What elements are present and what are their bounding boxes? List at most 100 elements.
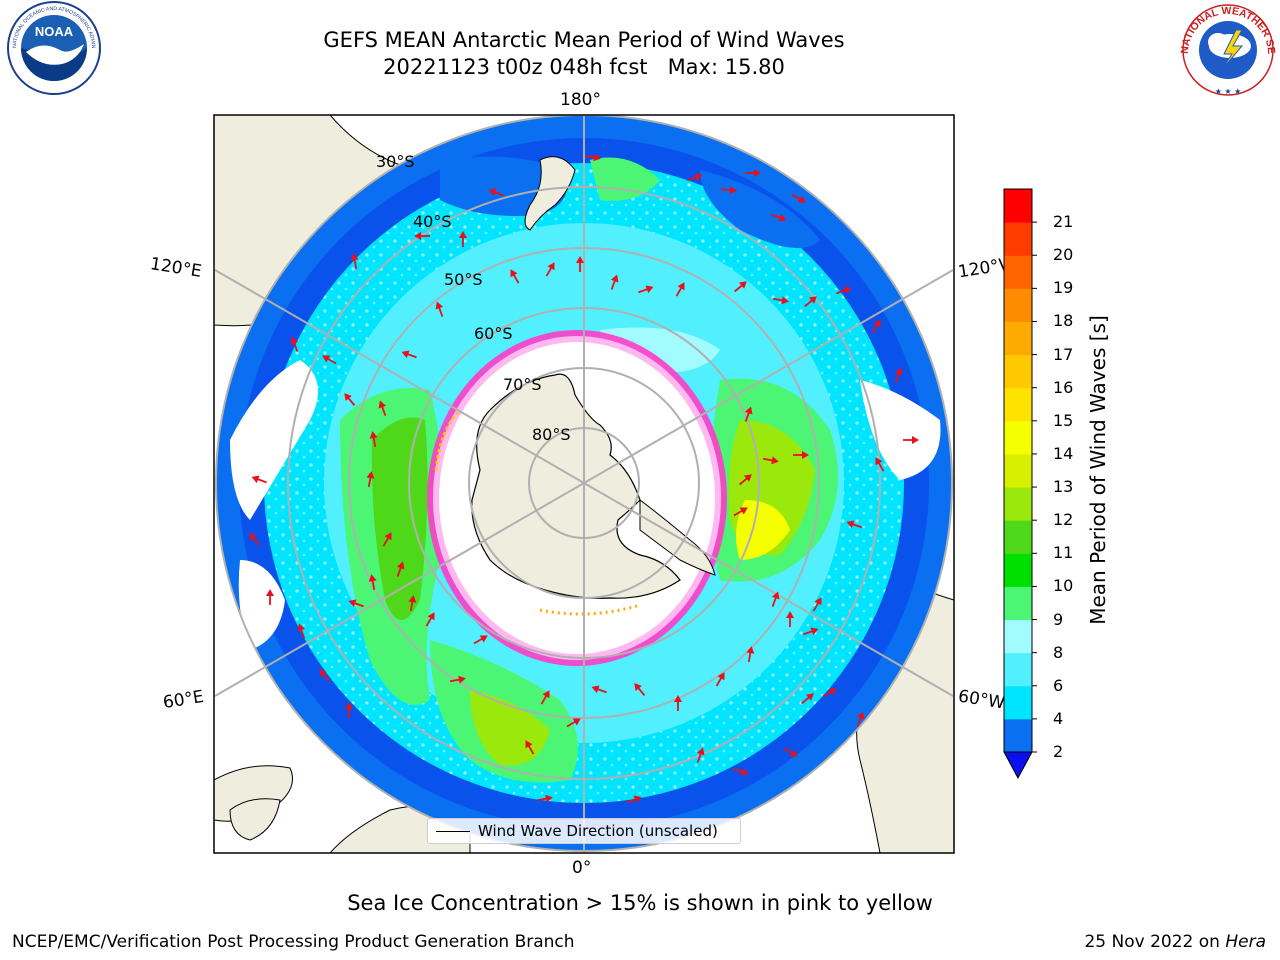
colorbar-tick-label: 4: [1053, 708, 1064, 728]
wind-direction-arrow: [378, 400, 387, 416]
wind-direction-arrow: [804, 296, 817, 308]
colorbar-tick-label: 10: [1053, 576, 1074, 596]
colorbar-segment: [1004, 288, 1032, 322]
chart-title: GEFS MEAN Antarctic Mean Period of Wind …: [323, 28, 845, 52]
wind-direction-arrow: [856, 711, 865, 727]
wind-direction-arrow: [634, 683, 646, 696]
wind-direction-arrow: [348, 599, 364, 608]
wind-direction-arrow: [576, 256, 584, 272]
wind-direction-arrow: [459, 231, 467, 247]
wind-direction-arrow: [414, 232, 430, 240]
wind-direction-arrow: [408, 595, 417, 612]
wind-direction-arrow: [626, 795, 642, 804]
wind-direction-arrow: [836, 286, 852, 295]
colorbar-extend-triangle: [1003, 751, 1033, 780]
wind-direction-arrow: [545, 262, 555, 277]
wind-direction-arrow: [783, 747, 798, 757]
wind-direction-arrow: [739, 474, 752, 486]
wind-direction-arrow: [720, 186, 737, 195]
wind-direction-arrow: [674, 695, 682, 711]
wind-direction-arrow: [536, 794, 553, 803]
wind-direction-arrow: [382, 532, 392, 547]
colorbar-segment: [1004, 652, 1032, 687]
wind-direction-arrow: [822, 688, 837, 698]
wind-direction-arrow: [786, 611, 794, 627]
wind-direction-arrow: [266, 589, 274, 605]
wind-direction-arrow: [801, 693, 814, 705]
colorbar-tick-label: 8: [1053, 642, 1064, 662]
colorbar-tick-label: 12: [1053, 510, 1074, 530]
svg-text:NOAA: NOAA: [35, 24, 74, 39]
wind-direction-arrow: [425, 612, 435, 627]
wind-direction-arrow: [449, 675, 466, 684]
colorbar-segment: [1004, 619, 1032, 654]
colorbar-segment: [1004, 321, 1032, 356]
wind-direction-arrow: [894, 367, 903, 383]
wind-direction-arrow: [591, 685, 607, 694]
legend-label: Wind Wave Direction (unscaled): [478, 822, 718, 840]
map-frame: [213, 114, 955, 854]
wind-direction-arrow: [744, 406, 753, 422]
colorbar-segment: [1004, 553, 1032, 587]
wind-direction-arrow: [772, 296, 789, 305]
lat-label-40s: 40°S: [413, 212, 452, 231]
wind-direction-arrow: [525, 740, 535, 755]
wind-direction-arrow: [771, 591, 780, 607]
chart-subtitle-text: 20221123 t00z 048h fcst Max: 15.80: [383, 55, 785, 79]
colorbar-segment: [1004, 586, 1032, 621]
colorbar-tick-label: 18: [1053, 311, 1074, 331]
colorbar-segment: [1004, 354, 1032, 389]
wind-direction-arrow: [396, 561, 405, 577]
wind-direction-arrow: [771, 213, 787, 222]
lat-label-70s: 70°S: [503, 375, 542, 394]
wind-direction-arrow: [297, 623, 306, 639]
colorbar-tick-label: 2: [1053, 742, 1064, 761]
wind-direction-arrow: [812, 597, 822, 612]
wind-direction-arrow: [251, 475, 267, 484]
svg-text:★ ★ ★: ★ ★ ★: [1215, 87, 1242, 96]
wind-direction-arrow: [540, 690, 550, 705]
wind-direction-arrow: [369, 431, 378, 448]
colorbar-tick-label: 11: [1053, 543, 1074, 563]
wind-direction-arrow: [566, 718, 581, 728]
wind-direction-arrow: [350, 253, 359, 270]
colorbar-tick-label: 16: [1053, 377, 1074, 397]
chart-subtitle: 20221123 t00z 048h fcst Max: 15.80: [0, 54, 1168, 80]
wind-direction-arrow: [610, 274, 619, 290]
lat-label-30s: 30°S: [376, 152, 415, 171]
wind-direction-arrow: [803, 627, 819, 636]
colorbar-tick-label: 6: [1053, 675, 1064, 695]
colorbar-tick-label: 17: [1053, 344, 1074, 364]
wind-direction-arrow: [401, 350, 417, 359]
wind-direction-arrow: [344, 393, 356, 406]
lon-label-180: 180°: [560, 90, 601, 110]
wind-direction-arrow: [746, 646, 755, 663]
wind-direction-arrow: [584, 153, 601, 162]
colorbar-tick-label: 9: [1053, 609, 1064, 629]
wind-direction-arrow: [793, 451, 809, 459]
wind-direction-arrow: [903, 436, 919, 444]
noaa-logo: NOAA NATIONAL OCEANIC AND ATMOSPHERIC AD…: [2, 0, 101, 95]
colorbar-segment: [1004, 387, 1032, 422]
wind-direction-arrow: [733, 767, 749, 776]
colorbar-tick-label: 19: [1053, 278, 1074, 298]
colorbar-tick-label: 14: [1053, 443, 1074, 463]
wind-direction-arrow: [488, 188, 504, 197]
legend-line-swatch: [436, 831, 470, 832]
colorbar-tick-label: 13: [1053, 477, 1074, 497]
colorbar-outline: [1003, 188, 1033, 753]
wind-direction-arrow: [846, 520, 862, 529]
antarctica-land: [471, 373, 681, 599]
nws-logo: NATIONAL WEATHER SERVICE ★ ★ ★: [1176, 2, 1277, 96]
colorbar-segment: [1004, 487, 1032, 521]
land-islands: [524, 156, 576, 231]
lat-label-50s: 50°S: [444, 270, 483, 289]
wind-direction-arrow: [871, 319, 881, 334]
wind-direction-arrow: [368, 574, 377, 591]
wind-direction-arrow: [745, 169, 761, 177]
colorbar-segment: [1004, 420, 1032, 455]
wind-direction-arrow: [762, 456, 779, 465]
sea-ice-note: Sea Ice Concentration > 15% is shown in …: [347, 891, 933, 915]
wind-direction-arrow: [473, 635, 488, 645]
